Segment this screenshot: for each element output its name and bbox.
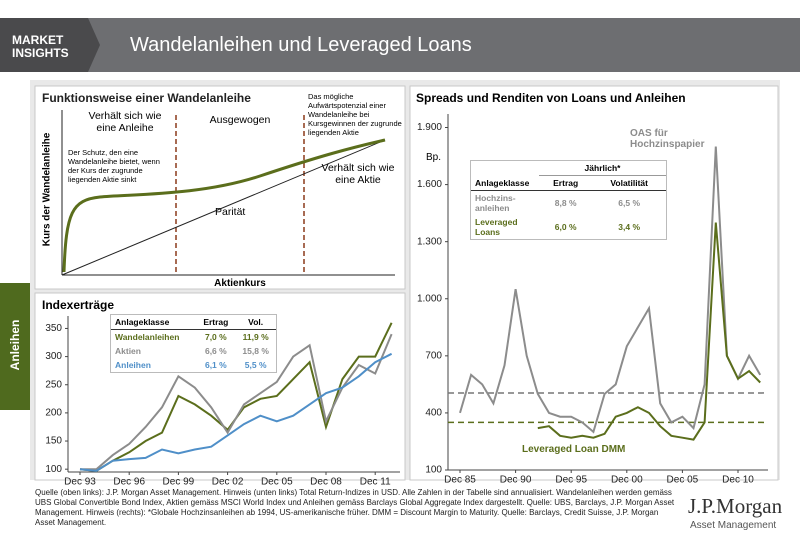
x-tick-label: Dec 85 <box>444 475 476 486</box>
table-cell: 6,5 % <box>618 198 641 208</box>
table-cell: 6,0 % <box>554 222 577 232</box>
y-tick-label: 1.900 <box>417 122 442 133</box>
series-line <box>80 333 393 471</box>
x-tick-label: Dec 02 <box>212 477 244 488</box>
table-header-cell: Vol. <box>235 315 276 330</box>
y-tick-label: 1.300 <box>417 236 442 247</box>
brand: MARKET INSIGHTS <box>12 34 69 60</box>
zone-note: Der Schutz, den eine Wandelanleihe biete… <box>68 148 160 184</box>
zone-label: Ausgewogen <box>209 114 271 126</box>
y-tick-label: 200 <box>45 408 62 419</box>
convertible-curve <box>62 138 386 273</box>
table-cell: Hochzins-anleihen <box>475 193 516 213</box>
y-tick-label: 300 <box>45 351 62 362</box>
series-line <box>459 146 762 434</box>
table-cell: 5,5 % <box>244 360 267 370</box>
y-unit: Bp. <box>426 152 442 163</box>
y-tick-label: 1.600 <box>417 179 442 190</box>
series-label: Leveraged Loan DMM <box>522 444 626 455</box>
series-line <box>537 222 761 441</box>
table-header-cell: Ertrag <box>539 175 593 191</box>
x-axis-label: Aktienkurs <box>214 278 266 289</box>
y-axis-label: Kurs der Wandelanleihe <box>41 132 53 247</box>
brand-line: INSIGHTS <box>12 46 69 60</box>
y-tick-label: 150 <box>45 436 62 447</box>
table-header-cell: Ertrag <box>196 315 236 330</box>
table-row: Jährlich* <box>471 161 666 176</box>
brand-line: MARKET <box>12 33 64 47</box>
table-cell: 6,6 % <box>204 346 227 356</box>
table-cell: Leveraged Loans <box>475 217 518 237</box>
x-tick-label: Dec 93 <box>64 477 96 488</box>
y-tick-label: 700 <box>425 350 442 361</box>
y-tick-label: 400 <box>425 408 442 419</box>
sidebar-label: Anleihen <box>8 319 22 371</box>
footnote: Quelle (oben links): J.P. Morgan Asset M… <box>35 488 675 527</box>
table-row: Anleihen 6,1 % 5,5 % <box>111 358 276 372</box>
logo: J.P.Morgan <box>688 494 783 518</box>
table-cell: Wandelanleihen <box>115 332 180 342</box>
y-tick-label: 250 <box>45 379 62 390</box>
parity-line <box>61 139 386 276</box>
table-header-cell: Anlageklasse <box>111 315 197 330</box>
parity-label: Parität <box>215 206 246 218</box>
x-tick-label: Dec 00 <box>611 475 643 486</box>
brand-box <box>0 18 100 72</box>
panel-title: Indexerträge <box>42 298 115 312</box>
table-cell: 6,1 % <box>204 360 227 370</box>
x-tick-label: Dec 05 <box>667 475 699 486</box>
table-cell: 7,0 % <box>204 332 227 342</box>
sidebar-tab <box>0 283 30 410</box>
zone-label: Verhält sich wie eine Anleihe <box>88 110 162 134</box>
table-cell <box>471 161 539 176</box>
zone-note: Das mögliche Aufwärtspotenzial einer Wan… <box>308 92 402 137</box>
table-cell: 15,8 % <box>242 346 269 356</box>
table: Anlageklasse Ertrag Vol. Wandelanleihen 7,0 … <box>111 315 276 372</box>
table-row: Aktien 6,6 % 15,8 % <box>111 344 276 358</box>
page-title: Wandelanleihen und Leveraged Loans <box>130 34 472 56</box>
x-tick-label: Dec 10 <box>722 475 754 486</box>
y-tick-label: 350 <box>45 323 62 334</box>
table-header-cell: Volatilität <box>592 175 666 191</box>
x-tick-label: Dec 99 <box>163 477 195 488</box>
data-table: Jährlich* Anlageklasse Ertrag Volatilität Ho… <box>470 160 667 240</box>
series-line <box>79 352 393 472</box>
table-header: Anlageklasse Ertrag Volatilität <box>471 175 666 191</box>
table-header: Anlageklasse Ertrag Vol. <box>111 315 276 330</box>
table-row: Leveraged Loans 6,0 % 3,4 % <box>471 215 666 239</box>
x-tick-label: Dec 05 <box>261 477 293 488</box>
header-bar <box>0 18 800 72</box>
x-tick-label: Dec 08 <box>310 477 342 488</box>
table-cell: 8,8 % <box>554 198 577 208</box>
x-tick-label: Dec 95 <box>555 475 587 486</box>
table-cell: 11,9 % <box>242 332 269 342</box>
table-group-header: Jährlich* <box>539 161 666 176</box>
table: Jährlich* Anlageklasse Ertrag Volatilität Ho… <box>471 161 666 239</box>
y-tick-label: 100 <box>425 465 442 476</box>
y-tick-label: 100 <box>45 464 62 475</box>
x-tick-label: Dec 90 <box>500 475 532 486</box>
table-cell: Aktien <box>115 346 141 356</box>
series-label: OAS für Hochzinspapier <box>630 128 705 150</box>
panel-title: Spreads und Renditen von Loans und Anlei… <box>416 91 686 105</box>
table-cell: 3,4 % <box>618 222 641 232</box>
y-tick-label: 1.000 <box>417 293 442 304</box>
x-tick-label: Dec 11 <box>360 477 391 488</box>
panel-title: Funktionsweise einer Wandelanleihe <box>42 91 251 105</box>
table-header-cell: Anlageklasse <box>471 175 539 191</box>
logo-sub: Asset Management <box>690 520 777 531</box>
data-table: Anlageklasse Ertrag Vol. Wandelanleihen 7,0 … <box>110 314 277 373</box>
table-row: Wandelanleihen 7,0 % 11,9 % <box>111 330 276 345</box>
table-row: Hochzins-anleihen 8,8 % 6,5 % <box>471 191 666 216</box>
zone-label: Verhält sich wie eine Aktie <box>321 162 395 186</box>
x-tick-label: Dec 96 <box>113 477 145 488</box>
table-cell: Anleihen <box>115 360 151 370</box>
